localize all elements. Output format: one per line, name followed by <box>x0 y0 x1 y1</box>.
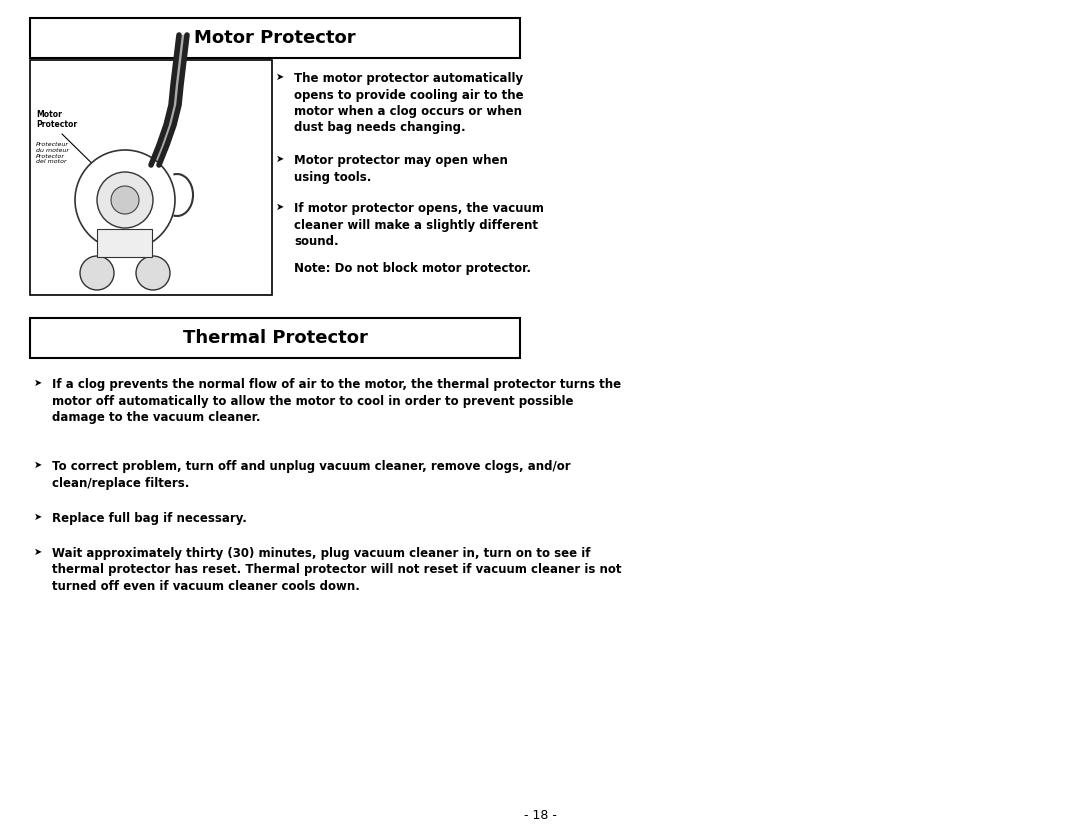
Text: ➤: ➤ <box>33 378 42 388</box>
Bar <box>30 60 272 295</box>
Text: If a clog prevents the normal flow of air to the motor, the thermal protector tu: If a clog prevents the normal flow of ai… <box>52 378 621 424</box>
Text: The motor protector automatically
opens to provide cooling air to the
motor when: The motor protector automatically opens … <box>294 72 524 134</box>
Circle shape <box>80 256 114 290</box>
Circle shape <box>111 186 139 214</box>
Text: ➤: ➤ <box>33 512 42 522</box>
Circle shape <box>75 150 175 250</box>
Text: Replace full bag if necessary.: Replace full bag if necessary. <box>52 512 247 525</box>
Text: ➤: ➤ <box>33 460 42 470</box>
Text: Thermal Protector: Thermal Protector <box>183 329 367 347</box>
Circle shape <box>136 256 170 290</box>
Text: Protecteur
du moteur
Protector
del motor: Protecteur du moteur Protector del motor <box>36 142 69 164</box>
Text: ➤: ➤ <box>276 154 284 164</box>
Text: - 18 -: - 18 - <box>524 809 556 822</box>
Text: Motor protector may open when
using tools.: Motor protector may open when using tool… <box>294 154 508 183</box>
Bar <box>30 318 519 358</box>
Bar <box>97 229 152 257</box>
Text: To correct problem, turn off and unplug vacuum cleaner, remove clogs, and/or
cle: To correct problem, turn off and unplug … <box>52 460 570 490</box>
Bar <box>30 18 519 58</box>
Text: Motor
Protector: Motor Protector <box>36 110 77 129</box>
Text: ➤: ➤ <box>276 72 284 82</box>
Text: If motor protector opens, the vacuum
cleaner will make a slightly different
soun: If motor protector opens, the vacuum cle… <box>294 202 544 248</box>
Text: ➤: ➤ <box>33 547 42 557</box>
Text: Motor Protector: Motor Protector <box>194 29 355 47</box>
Text: Wait approximately thirty (30) minutes, plug vacuum cleaner in, turn on to see i: Wait approximately thirty (30) minutes, … <box>52 547 621 593</box>
Text: Note: Do not block motor protector.: Note: Do not block motor protector. <box>294 262 531 275</box>
Circle shape <box>97 172 153 228</box>
Text: ➤: ➤ <box>276 202 284 212</box>
